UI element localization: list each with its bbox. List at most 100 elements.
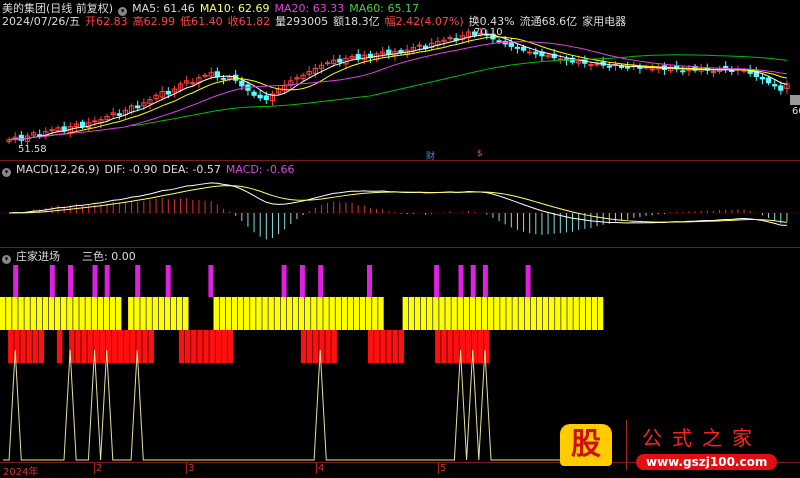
candle-body (239, 80, 245, 87)
candle-body (772, 84, 778, 87)
candle-body (355, 54, 361, 60)
red-bar (453, 330, 459, 363)
yellow-bar (170, 297, 177, 330)
x-tick: 5 (438, 463, 447, 474)
macd-title: MACD(12,26,9) (16, 163, 100, 176)
macd-dif: DIF: -0.90 (104, 163, 158, 176)
red-bar (8, 330, 14, 363)
yellow-bar (524, 297, 531, 330)
yellow-bar (366, 297, 372, 330)
quote-change: 幅2.42(4.07%) (384, 15, 464, 28)
yellow-bar (262, 297, 268, 330)
candle-body (141, 102, 147, 107)
candle-body (514, 46, 521, 49)
candle-body (110, 112, 116, 116)
quote-turnover: 换0.43% (468, 15, 515, 28)
candle-body (649, 68, 655, 71)
candle-body (116, 113, 122, 116)
red-bar (380, 330, 386, 363)
candle-body (135, 105, 141, 109)
red-bar (38, 330, 45, 363)
red-bar (441, 330, 447, 363)
red-bar (300, 330, 307, 363)
yellow-bar (341, 297, 348, 330)
quote-low: 低61.40 (180, 15, 223, 28)
yellow-bar (347, 297, 354, 330)
dividend-marker[interactable]: $ (477, 149, 483, 159)
yellow-bar (542, 297, 549, 330)
quote-float: 流通68.6亿 (519, 15, 578, 28)
yellow-bar (585, 297, 592, 330)
yellow-bar (298, 297, 305, 330)
candle-body (147, 99, 153, 105)
min-price-label: 51.58 (18, 144, 47, 155)
candle-body (386, 49, 392, 56)
yellow-bar (97, 297, 104, 330)
panel-divider (0, 160, 800, 161)
yellow-bar (427, 297, 433, 330)
quote-date: 2024/07/26/五 (2, 15, 81, 28)
yellow-bar (140, 297, 146, 330)
yellow-bar (439, 297, 445, 330)
ma10-line (8, 36, 788, 141)
chevron-down-icon[interactable]: ▾ (2, 168, 11, 177)
red-bar (331, 330, 337, 363)
ma60-label: MA60: 65.17 (349, 2, 419, 15)
chevron-down-icon[interactable]: ▾ (118, 7, 128, 16)
quote-sector: 家用电器 (582, 15, 627, 28)
red-bar (14, 330, 20, 363)
yellow-bar (134, 297, 140, 330)
right-price-label: 60 (792, 106, 800, 117)
candle-body (765, 77, 772, 84)
candle-body (288, 80, 294, 86)
red-bar (178, 330, 185, 363)
candle-body (508, 41, 514, 47)
candle-body (520, 46, 527, 51)
yellow-bar (85, 297, 91, 330)
yellow-bar (231, 297, 238, 330)
candle-body (680, 70, 686, 73)
red-bar (197, 330, 203, 363)
candle-body (410, 47, 416, 51)
red-bar (477, 330, 484, 363)
magenta-bar (68, 265, 74, 297)
candle-body (190, 82, 196, 85)
yellow-bar (555, 297, 561, 330)
magenta-bar (367, 265, 372, 297)
red-bar (471, 330, 478, 363)
candle-body (92, 120, 98, 123)
x-tick: 2 (94, 463, 103, 474)
yellow-bar (237, 297, 244, 330)
yellow-bar (561, 297, 567, 330)
candle-body (741, 69, 747, 72)
yellow-bar (274, 297, 280, 330)
yellow-bar (402, 297, 409, 330)
red-bar (111, 330, 118, 363)
candle-body (606, 65, 612, 68)
yellow-bar (549, 297, 555, 330)
yellow-bar (579, 297, 585, 330)
finance-marker[interactable]: 财 (426, 152, 436, 162)
signal-line (3, 349, 607, 461)
candle-body (349, 55, 355, 59)
candle-body (618, 65, 625, 68)
yellow-bar (164, 297, 171, 330)
yellow-bar (597, 297, 604, 330)
yellow-bar (73, 297, 79, 330)
yellow-bar (12, 297, 18, 330)
chevron-down-icon[interactable]: ▾ (2, 255, 11, 264)
candle-body (122, 109, 129, 115)
red-bar (386, 330, 392, 363)
axis-line (0, 462, 800, 463)
yellow-bar (323, 297, 329, 330)
max-price-label: 70.10 (474, 27, 503, 38)
candle-body (527, 51, 533, 54)
red-bar (148, 330, 154, 363)
ma10-label: MA10: 62.69 (199, 2, 270, 15)
red-bar (227, 330, 234, 363)
yellow-bar (36, 297, 43, 330)
yellow-bar (420, 297, 427, 330)
candle-body (257, 94, 263, 99)
yellow-bar (244, 297, 250, 330)
